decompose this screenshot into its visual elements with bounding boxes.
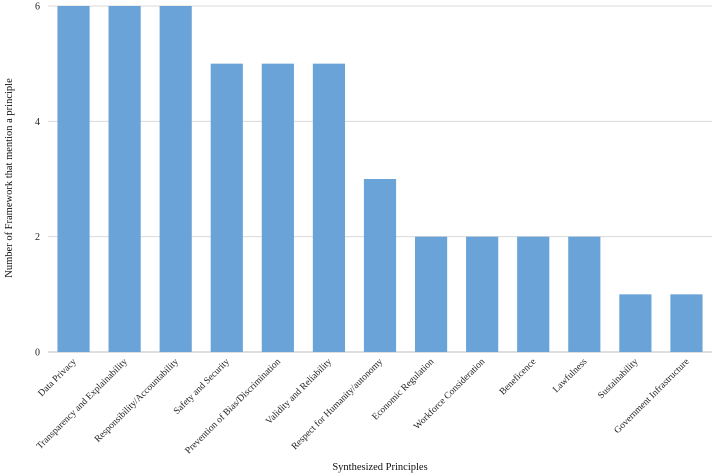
bar — [312, 63, 346, 353]
x-tick-label: Data Privacy — [37, 357, 79, 399]
bar — [363, 179, 397, 352]
bars — [57, 6, 703, 353]
y-tick-label: 6 — [35, 2, 40, 13]
y-tick-label: 4 — [35, 117, 40, 128]
x-tick-label: Lawfulness — [551, 356, 590, 395]
bar — [670, 294, 703, 352]
x-tick-label: Transparency and Explainability — [35, 357, 130, 452]
y-tick-label: 0 — [35, 348, 40, 359]
x-tick-label: Prevention of Bias/Discrimination — [183, 356, 283, 456]
x-tick-label: Sustainability — [596, 357, 640, 401]
bar — [517, 236, 550, 352]
bar — [108, 6, 141, 352]
bar — [210, 63, 243, 353]
bar — [568, 236, 601, 352]
x-tick-label: Beneficence — [497, 356, 538, 397]
bar — [159, 6, 192, 352]
bar — [414, 236, 448, 352]
bar — [466, 236, 499, 352]
bar — [57, 6, 90, 352]
x-tick-label: Responsibility/Accountability — [93, 357, 181, 445]
x-tick-label: Respect for Humanity/autonomy — [289, 356, 385, 452]
y-axis-ticks: 0 2 4 6 — [35, 2, 40, 359]
bar — [619, 294, 652, 352]
y-tick-label: 2 — [35, 232, 40, 243]
x-tick-label: Safety and Security — [171, 356, 232, 417]
x-axis-title: Synthesized Principles — [332, 462, 427, 473]
y-axis-title: Number of Framework that mention a princ… — [4, 78, 15, 278]
bar — [261, 63, 294, 353]
